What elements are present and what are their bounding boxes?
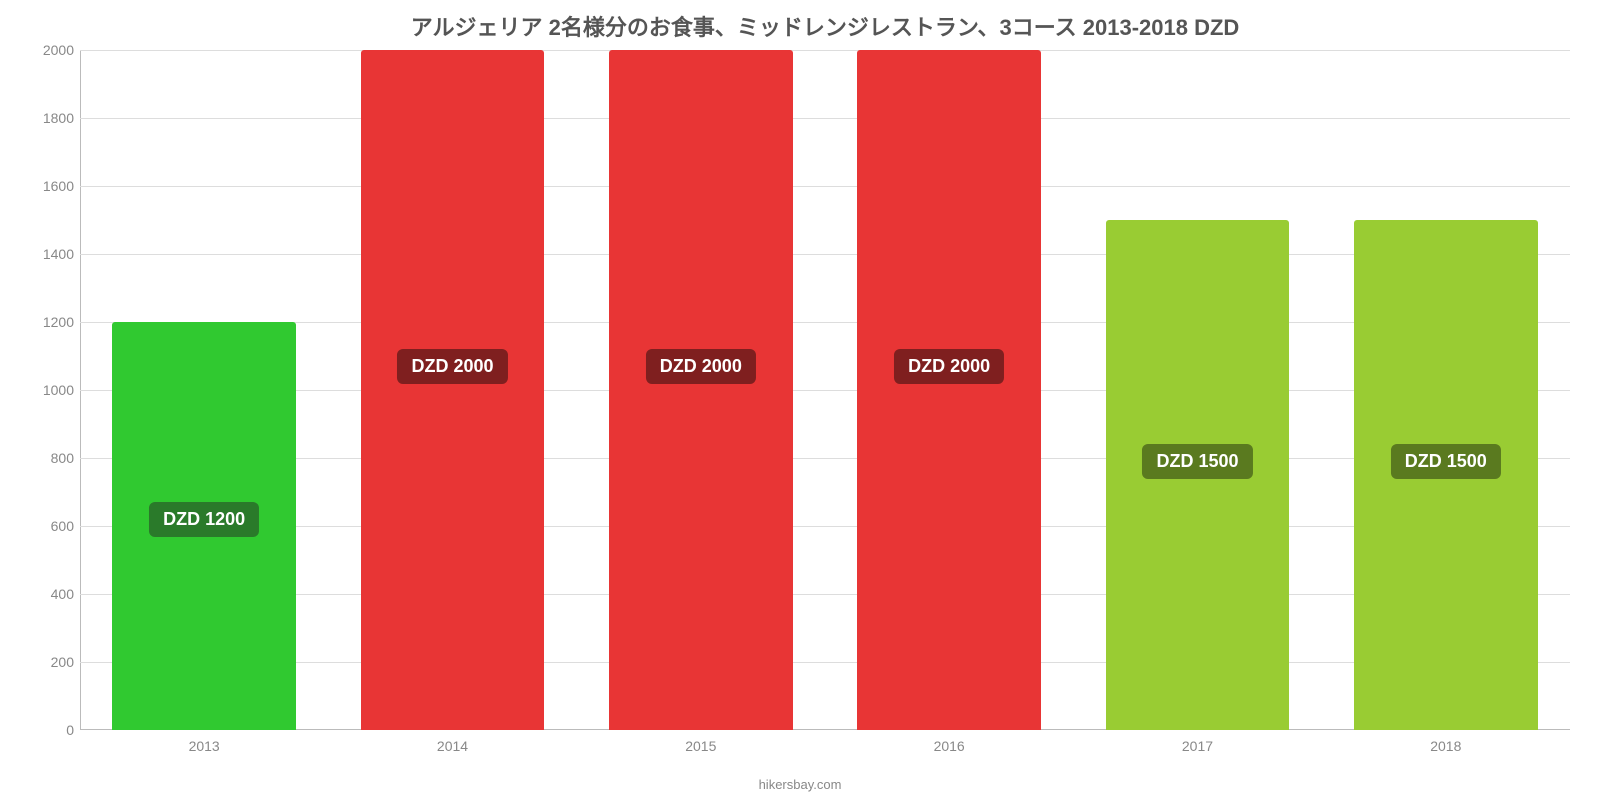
- bar: DZD 1200: [112, 322, 296, 730]
- chart-container: アルジェリア 2名様分のお食事、ミッドレンジレストラン、3コース 2013-20…: [0, 0, 1600, 800]
- bar-slot: DZD 20002014: [328, 50, 576, 730]
- y-tick-label: 600: [51, 518, 74, 534]
- bar: DZD 1500: [1354, 220, 1538, 730]
- y-tick-label: 2000: [43, 42, 74, 58]
- bar-value-label: DZD 2000: [397, 349, 507, 384]
- bar-slot: DZD 20002016: [825, 50, 1073, 730]
- chart-title: アルジェリア 2名様分のお食事、ミッドレンジレストラン、3コース 2013-20…: [80, 10, 1570, 42]
- bar-slot: DZD 15002017: [1073, 50, 1321, 730]
- bar-slot: DZD 20002015: [577, 50, 825, 730]
- x-tick-label: 2015: [685, 738, 716, 754]
- y-tick-label: 1000: [43, 382, 74, 398]
- bar-value-label: DZD 2000: [646, 349, 756, 384]
- bar: DZD 2000: [857, 50, 1041, 730]
- y-tick-label: 1400: [43, 246, 74, 262]
- bar: DZD 1500: [1106, 220, 1290, 730]
- y-tick-label: 1800: [43, 110, 74, 126]
- plot-area: 0200400600800100012001400160018002000 DZ…: [80, 50, 1570, 730]
- x-tick-label: 2016: [934, 738, 965, 754]
- bar-value-label: DZD 2000: [894, 349, 1004, 384]
- bar-value-label: DZD 1500: [1391, 444, 1501, 479]
- y-tick-label: 0: [66, 722, 74, 738]
- bar-value-label: DZD 1200: [149, 502, 259, 537]
- x-tick-label: 2013: [189, 738, 220, 754]
- x-tick-label: 2014: [437, 738, 468, 754]
- y-tick-label: 800: [51, 450, 74, 466]
- x-tick-label: 2017: [1182, 738, 1213, 754]
- chart-footer: hikersbay.com: [0, 777, 1600, 792]
- bar-value-label: DZD 1500: [1142, 444, 1252, 479]
- bar: DZD 2000: [361, 50, 545, 730]
- bar-slot: DZD 15002018: [1322, 50, 1570, 730]
- bar: DZD 2000: [609, 50, 793, 730]
- bars-group: DZD 12002013DZD 20002014DZD 20002015DZD …: [80, 50, 1570, 730]
- y-tick-label: 1200: [43, 314, 74, 330]
- y-tick-label: 200: [51, 654, 74, 670]
- bar-slot: DZD 12002013: [80, 50, 328, 730]
- y-tick-label: 1600: [43, 178, 74, 194]
- x-tick-label: 2018: [1430, 738, 1461, 754]
- y-tick-label: 400: [51, 586, 74, 602]
